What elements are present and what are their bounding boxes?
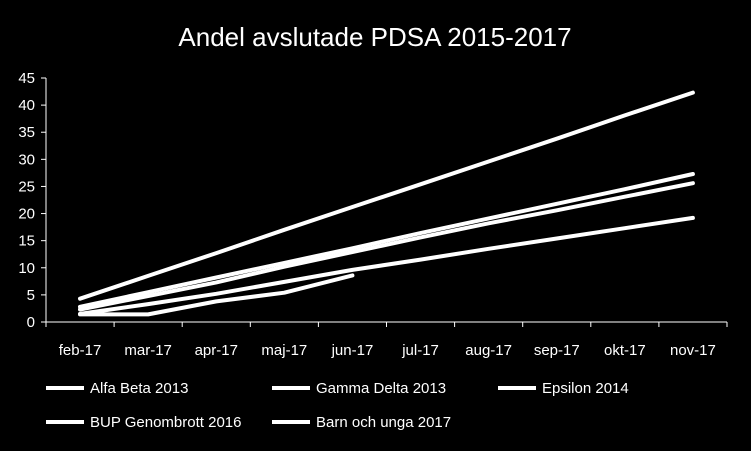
- y-tick-labels: 0 5 10 15 20 25 30 35 40 45: [18, 70, 35, 331]
- series-line: [78, 215, 695, 316]
- chart-title: Andel avslutade PDSA 2015-2017: [178, 22, 571, 52]
- series-line: [78, 172, 695, 309]
- x-tick-label: aug-17: [465, 342, 512, 359]
- x-tick-label: okt-17: [604, 342, 646, 359]
- y-tick-label: 5: [27, 287, 35, 304]
- x-tick-label: mar-17: [124, 342, 172, 359]
- series-lines: [78, 90, 695, 317]
- x-tick-label: jul-17: [401, 342, 439, 359]
- x-tick-label: maj-17: [261, 342, 307, 359]
- legend-label: BUP Genombrott 2016: [90, 414, 241, 431]
- series-line: [78, 90, 695, 301]
- x-tick-label: jun-17: [331, 342, 374, 359]
- y-tick-label: 35: [18, 124, 35, 141]
- y-tick-label: 15: [18, 233, 35, 250]
- x-tick-label: sep-17: [534, 342, 580, 359]
- y-tick-label: 45: [18, 70, 35, 87]
- y-tick-label: 20: [18, 206, 35, 223]
- series-line: [78, 181, 695, 312]
- y-tick-label: 25: [18, 178, 35, 195]
- x-tick-labels: feb-17 mar-17 apr-17 maj-17 jun-17 jul-17 aug-…: [59, 342, 716, 359]
- x-tick-label: nov-17: [670, 342, 716, 359]
- legend-label: Barn och unga 2017: [316, 414, 451, 431]
- y-tick-label: 10: [18, 260, 35, 277]
- series-line: [78, 273, 355, 317]
- chart-axes: [41, 77, 728, 327]
- legend: Alfa Beta 2013 Gamma Delta 2013 Epsilon 20…: [46, 380, 629, 431]
- y-tick-label: 40: [18, 97, 35, 114]
- legend-label: Gamma Delta 2013: [316, 380, 446, 397]
- y-tick-label: 0: [27, 314, 35, 331]
- legend-label: Epsilon 2014: [542, 380, 629, 397]
- y-tick-label: 30: [18, 151, 35, 168]
- x-tick-label: apr-17: [195, 342, 238, 359]
- x-tick-label: feb-17: [59, 342, 102, 359]
- legend-label: Alfa Beta 2013: [90, 380, 188, 397]
